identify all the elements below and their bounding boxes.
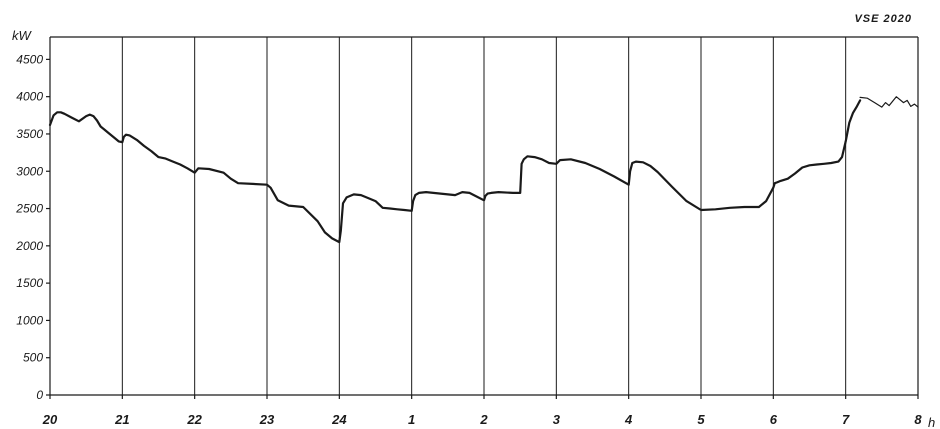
x-tick-label-8: 4 [624, 412, 633, 427]
x-tick-label-10: 6 [770, 412, 778, 427]
y-tick-label-8: 4000 [16, 90, 43, 104]
x-tick-label-3: 23 [259, 412, 275, 427]
series-line-0 [48, 99, 862, 244]
x-tick-label-6: 2 [479, 412, 488, 427]
x-tick-label-9: 5 [697, 412, 705, 427]
x-tick-label-2: 22 [186, 412, 202, 427]
x-tick-label-11: 7 [842, 412, 850, 427]
x-axis-label: h [928, 415, 935, 429]
y-tick-label-6: 3000 [16, 164, 43, 178]
y-tick-label-9: 4500 [16, 52, 43, 66]
series-lines [48, 96, 919, 244]
y-tick-label-7: 3500 [16, 127, 43, 141]
x-axis-ticks: 20 21 22 23 24 1 2 3 4 5 6 7 8 [42, 395, 922, 427]
y-axis-ticks: 0 500 1000 1500 2000 2500 3000 3500 4000 4500 [15, 52, 50, 402]
y-tick-label-3: 1500 [16, 276, 43, 290]
x-tick-label-1: 21 [114, 412, 129, 427]
y-tick-label-2: 1000 [16, 313, 43, 327]
y-tick-label-4: 2000 [15, 239, 43, 253]
vertical-grid [121, 37, 847, 395]
x-tick-label-12: 8 [914, 412, 922, 427]
corner-label: VSE 2020 [854, 13, 912, 25]
x-tick-label-4: 24 [331, 412, 347, 427]
y-tick-label-5: 2500 [15, 202, 43, 216]
series-line-1 [859, 96, 919, 108]
y-axis-label: kW [12, 28, 33, 43]
y-tick-label-1: 500 [23, 351, 43, 365]
x-tick-label-7: 3 [553, 412, 561, 427]
x-tick-label-0: 20 [42, 412, 58, 427]
y-tick-label-0: 0 [36, 388, 43, 402]
x-tick-label-5: 1 [408, 412, 415, 427]
